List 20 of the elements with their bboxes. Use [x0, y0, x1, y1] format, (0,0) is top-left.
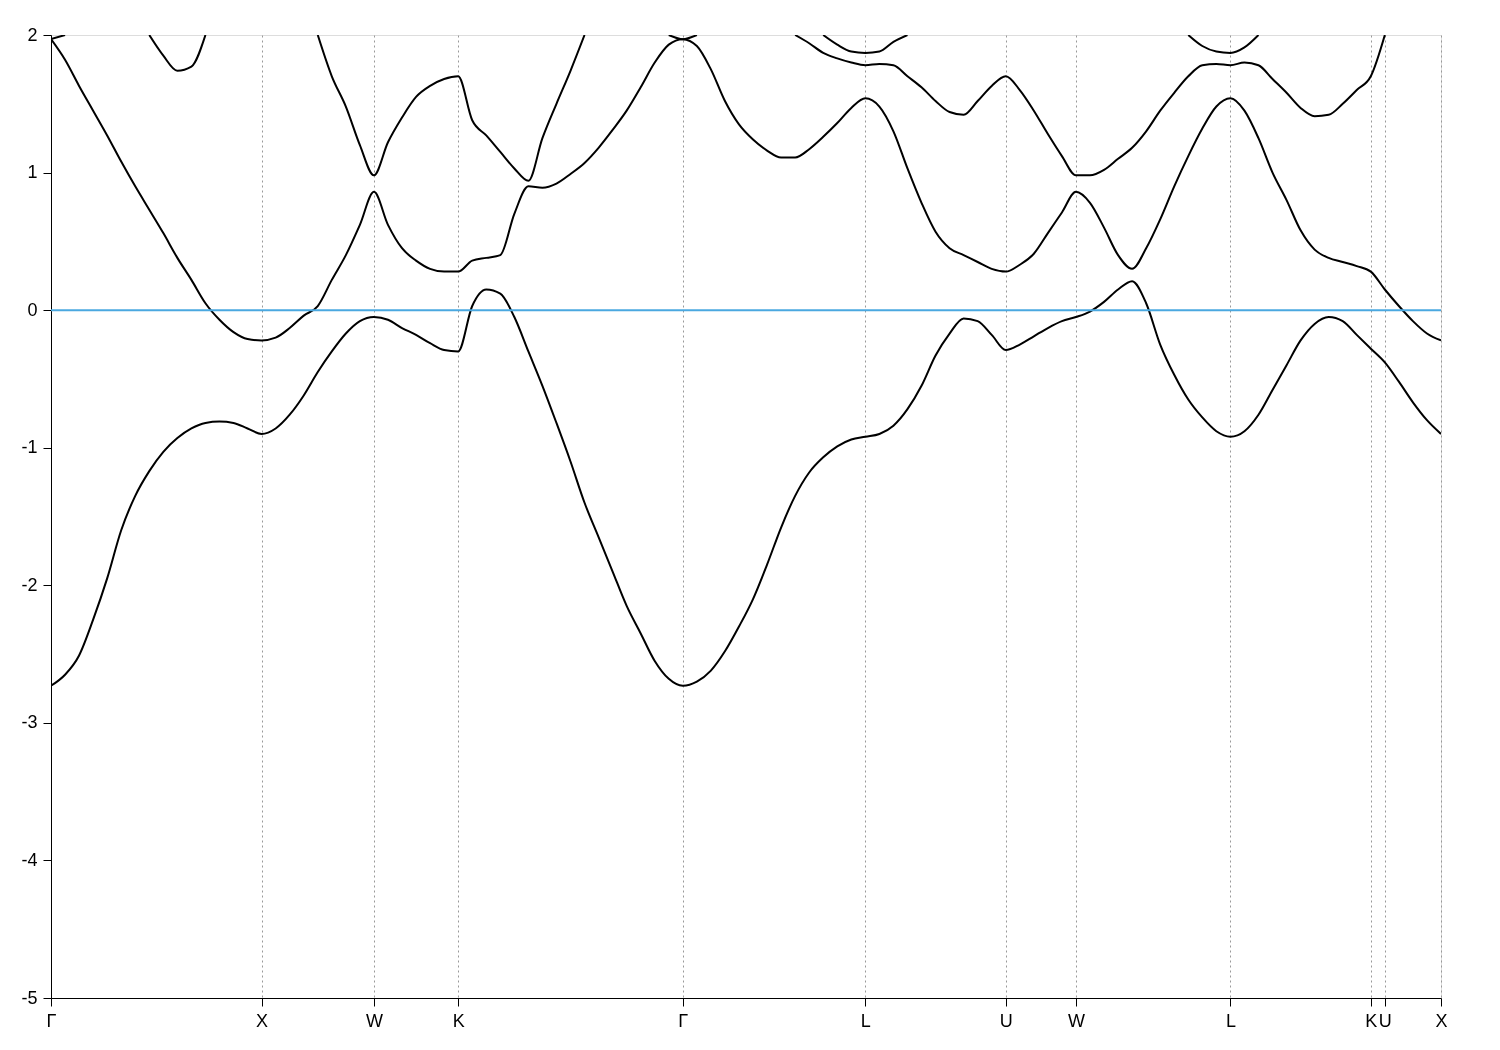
x-tick-label: K: [452, 1010, 465, 1031]
x-tick-label: K: [1365, 1010, 1378, 1031]
y-tick-label: -1: [21, 437, 38, 458]
x-tick-label: U: [999, 1010, 1013, 1031]
x-tick-label: Γ: [46, 1010, 57, 1031]
x-tick-label: L: [1225, 1010, 1236, 1031]
y-tick-label: 2: [27, 24, 38, 45]
y-tick-label: -5: [21, 987, 38, 1008]
x-tick-label: W: [1067, 1010, 1085, 1031]
x-tick-label: W: [365, 1010, 383, 1031]
y-tick-label: -2: [21, 574, 38, 595]
y-tick-label: 0: [27, 299, 38, 320]
x-tick-label: Γ: [678, 1010, 689, 1031]
x-tick-label: X: [256, 1010, 269, 1031]
x-tick-label: L: [860, 1010, 871, 1031]
y-tick-label: -4: [21, 849, 38, 870]
x-tick-label: U: [1378, 1010, 1392, 1031]
y-tick-label: -3: [21, 712, 38, 733]
y-tick-label: 1: [27, 162, 38, 183]
x-tick-label: X: [1435, 1010, 1448, 1031]
